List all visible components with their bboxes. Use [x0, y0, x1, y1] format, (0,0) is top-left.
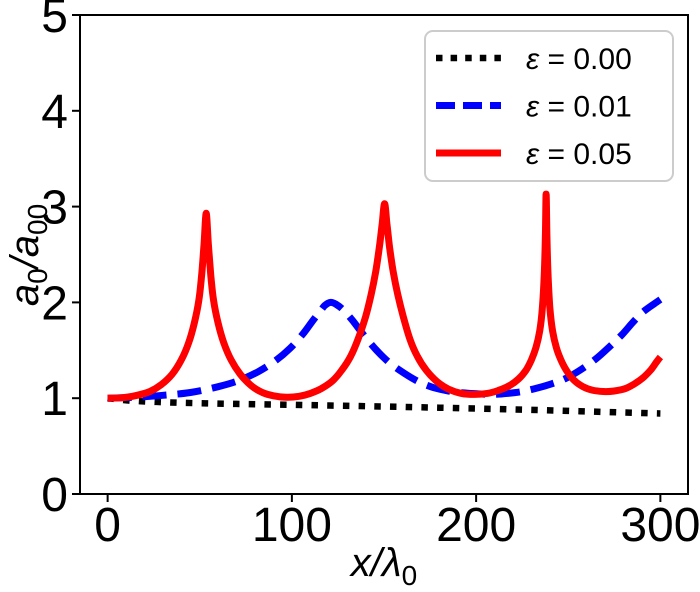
y-tick-label-2: 2	[41, 277, 68, 330]
legend-label-0-rest: = 0.00	[539, 43, 632, 76]
x-axis-label-main: x/λ	[349, 541, 402, 585]
legend: ε = 0.00 ε = 0.01 ε = 0.05	[424, 30, 674, 182]
x-tick-label-1: 100	[252, 499, 332, 552]
legend-box	[424, 30, 674, 182]
x-axis-label-sub: 0	[402, 560, 418, 591]
y-axis-label-mid: /a	[3, 235, 47, 271]
legend-label-2-symbol: ε	[526, 138, 540, 171]
y-axis-label-sub2: 00	[22, 204, 53, 235]
y-tick-label-4: 4	[41, 86, 68, 139]
x-tick-label-0: 0	[94, 499, 121, 552]
x-ticks	[106, 494, 662, 502]
y-tick-label-0: 0	[41, 469, 68, 522]
legend-label-1-rest: = 0.01	[539, 91, 632, 124]
legend-label-2-rest: = 0.05	[539, 138, 632, 171]
curve-epsilon-0.05	[107, 190, 664, 402]
curve-epsilon-0.00	[107, 394, 661, 417]
y-ticks	[72, 14, 80, 495]
x-tick-label-2: 200	[436, 499, 516, 552]
x-tick-label-3: 300	[620, 499, 700, 552]
curve-epsilon-0.01	[107, 296, 663, 402]
y-tick-label-5: 5	[41, 0, 68, 43]
y-tick-label-3: 3	[41, 182, 68, 235]
plot-border	[79, 14, 689, 495]
y-axis-label-a: a	[3, 284, 47, 306]
y-tick-label-1: 1	[41, 373, 68, 426]
legend-label-1: ε = 0.01	[526, 91, 632, 124]
x-axis-label: x/λ0	[349, 541, 417, 591]
legend-label-2: ε = 0.05	[526, 138, 632, 171]
y-axis-label-sub1: 0	[22, 268, 53, 284]
y-axis-label: a0/a00	[3, 204, 53, 306]
legend-label-0-symbol: ε	[526, 43, 540, 76]
legend-label-0: ε = 0.00	[526, 43, 632, 76]
legend-label-1-symbol: ε	[526, 91, 540, 124]
